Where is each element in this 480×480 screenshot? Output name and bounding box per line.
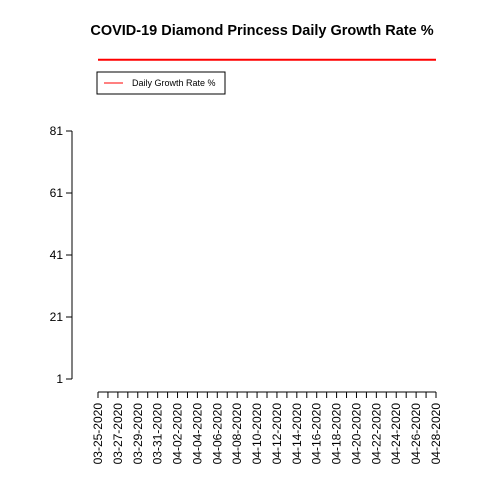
y-axis: 1 21 41 61 81	[50, 124, 73, 386]
x-tick-label: 04-24-2020	[389, 403, 403, 465]
legend-label: Daily Growth Rate %	[132, 78, 216, 88]
legend: Daily Growth Rate %	[96, 71, 226, 95]
x-tick-label: 04-10-2020	[250, 403, 264, 465]
y-tick-label: 21	[50, 310, 64, 324]
x-tick-label: 04-14-2020	[290, 403, 304, 465]
x-axis: 03-25-2020 03-27-2020 03-29-2020 03-31-2020…	[91, 391, 443, 465]
y-tick-label: 81	[50, 124, 64, 138]
x-tick-label: 04-04-2020	[190, 403, 204, 465]
x-tick-label: 03-25-2020	[91, 403, 105, 465]
x-tick-label: 04-06-2020	[210, 403, 224, 465]
x-tick-label: 04-28-2020	[429, 403, 443, 465]
x-tick-label: 04-02-2020	[171, 403, 185, 465]
y-tick-label: 41	[50, 248, 64, 262]
y-tick-label: 61	[50, 186, 64, 200]
x-tick-label: 04-20-2020	[349, 403, 363, 465]
legend-box	[96, 71, 226, 95]
y-tick-label: 1	[56, 372, 63, 386]
x-tick-label: 04-12-2020	[270, 403, 284, 465]
x-tick-label: 03-29-2020	[131, 403, 145, 465]
x-tick-label: 04-16-2020	[310, 403, 324, 465]
x-tick-label: 04-08-2020	[230, 403, 244, 465]
x-tick-label: 03-31-2020	[151, 403, 165, 465]
x-tick-label: 04-26-2020	[409, 403, 423, 465]
x-tick-label: 04-22-2020	[369, 403, 383, 465]
x-tick-label: 03-27-2020	[111, 403, 125, 465]
chart-title: COVID-19 Diamond Princess Daily Growth R…	[90, 23, 433, 39]
x-tick-label: 04-18-2020	[330, 403, 344, 465]
